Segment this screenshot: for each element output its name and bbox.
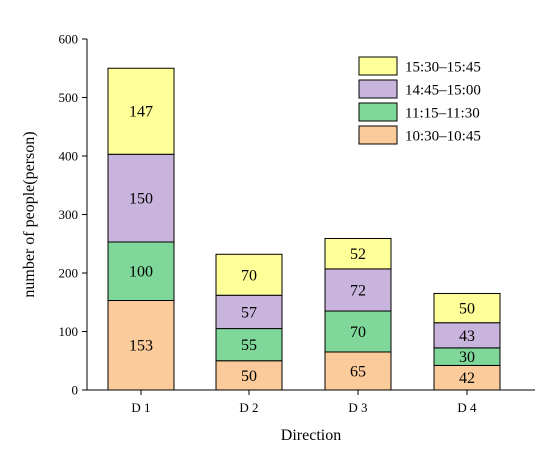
bar-value-label: 72 bbox=[350, 282, 366, 299]
legend-swatch bbox=[358, 125, 398, 145]
bar-value-label: 100 bbox=[129, 264, 153, 281]
bar-value-label: 153 bbox=[129, 338, 153, 355]
x-axis-title: Direction bbox=[281, 427, 341, 444]
y-tick-label: 200 bbox=[59, 266, 79, 281]
y-tick-label: 0 bbox=[72, 383, 79, 398]
y-tick-label: 600 bbox=[59, 32, 79, 47]
y-tick-label: 400 bbox=[59, 149, 79, 164]
x-tick-label: D 2 bbox=[239, 400, 258, 415]
bar-segment bbox=[324, 237, 392, 270]
bar-value-label: 57 bbox=[241, 304, 257, 321]
legend-swatch bbox=[358, 56, 398, 76]
bar-value-label: 30 bbox=[459, 349, 475, 366]
bar-value-label: 50 bbox=[241, 368, 257, 385]
legend-label: 15:30–15:45 bbox=[405, 60, 481, 76]
bar-segment bbox=[107, 241, 175, 301]
legend-label: 10:30–10:45 bbox=[405, 129, 481, 145]
y-tick-label: 300 bbox=[59, 207, 79, 222]
bars-group bbox=[107, 67, 501, 391]
x-ticks-group: D 1 D 2 D 3 D 4 bbox=[131, 390, 477, 415]
bar-segment bbox=[107, 299, 175, 391]
segment-labels-group: 153 100 150 147 50 55 57 70 65 70 72 52 42 30 43 50 bbox=[129, 104, 475, 387]
legend-swatch bbox=[358, 102, 398, 122]
bar-value-label: 147 bbox=[129, 104, 153, 121]
bar-value-label: 70 bbox=[241, 267, 257, 284]
legend-label: 14:45–15:00 bbox=[405, 83, 481, 99]
y-tick-label: 500 bbox=[59, 90, 79, 105]
bar-segment bbox=[324, 268, 392, 312]
bar-segment bbox=[107, 67, 175, 155]
bar-value-label: 50 bbox=[459, 301, 475, 318]
x-tick-label: D 4 bbox=[457, 400, 477, 415]
legend-swatch bbox=[358, 79, 398, 99]
y-tick-label: 100 bbox=[59, 324, 79, 339]
bar-segment bbox=[215, 328, 283, 362]
y-axis-title: number of people(person) bbox=[21, 131, 38, 297]
bar-segment bbox=[215, 253, 283, 296]
legend: 15:30–15:45 14:45–15:00 11:15–11:30 10:30–1… bbox=[358, 56, 481, 145]
bar-value-label: 52 bbox=[350, 246, 366, 263]
bar-value-label: 65 bbox=[350, 363, 366, 380]
bar-value-label: 43 bbox=[459, 328, 475, 345]
x-tick-label: D 1 bbox=[131, 400, 150, 415]
bar-value-label: 55 bbox=[241, 337, 257, 354]
legend-label: 11:15–11:30 bbox=[405, 106, 480, 122]
bar-segment bbox=[215, 294, 283, 330]
bar-segment bbox=[433, 292, 501, 324]
y-ticks-group: 0 100 200 300 400 500 600 bbox=[59, 32, 87, 398]
bar-segment bbox=[324, 310, 392, 353]
bar-value-label: 70 bbox=[350, 324, 366, 341]
bar-value-label: 150 bbox=[129, 191, 153, 208]
x-tick-label: D 3 bbox=[348, 400, 367, 415]
bar-value-label: 42 bbox=[459, 370, 475, 387]
